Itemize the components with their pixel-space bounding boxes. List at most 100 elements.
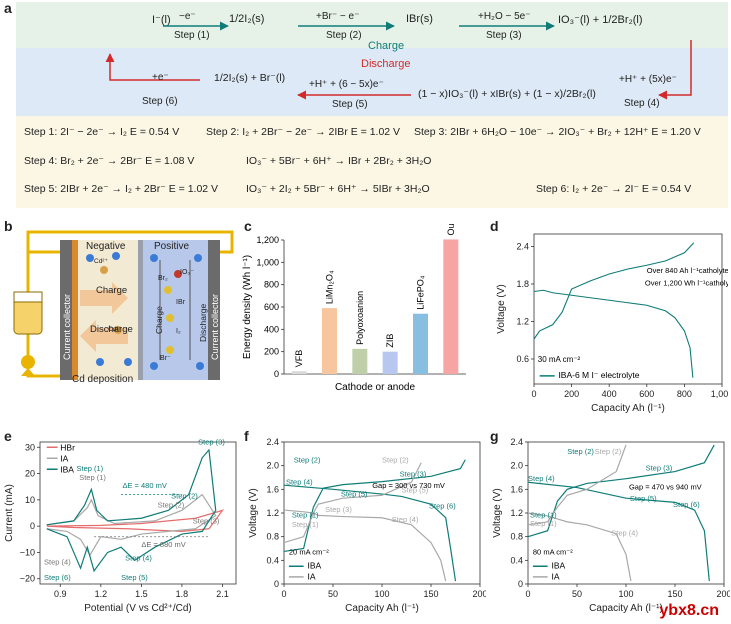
arrow3-top: +H₂O − 5e⁻: [478, 11, 531, 22]
y-tick-label: 0.8: [266, 532, 279, 542]
plot-frame: [533, 233, 723, 385]
series-IBA-discharge: [527, 481, 710, 582]
battery-schematic: [13, 230, 234, 380]
x-tick-label: 200: [472, 589, 486, 599]
annotation-step: Step (2): [595, 447, 622, 456]
annotation-step: Step (2): [158, 501, 185, 510]
legend-label-HBr: HBr: [60, 442, 75, 452]
legend-label-iba: IBA: [308, 561, 322, 571]
series-IBA-charge: [527, 444, 715, 538]
annotation-step: Step (2): [171, 492, 198, 501]
y-tick-label: 1.8: [516, 279, 529, 289]
species-ibr-b: IBr: [176, 299, 185, 306]
species-iodide: I⁻(l): [152, 14, 171, 26]
bar-label-5: Our work: [446, 224, 456, 235]
x-tick-label: 600: [639, 389, 654, 399]
annotation-gap: Gap = 300 vs 730 mV: [372, 481, 445, 490]
annotation-step: Step (1): [79, 473, 106, 482]
positive-label: Positive: [154, 241, 190, 252]
voltage-capacity-chart-d: 0 200 400 600 800 1,000 0.6 1.2 1.8 2.4 Capacity A…: [496, 233, 728, 414]
y-tick-label: 30: [25, 442, 35, 452]
series-IA-discharge: [527, 512, 632, 582]
annotation-step: Step (6): [44, 573, 71, 582]
species-br-b: Br⁻: [160, 355, 171, 362]
series-IA-discharge: [283, 509, 447, 582]
arrow4-step: Step (4): [624, 98, 660, 109]
annotation-step: Step (6): [429, 501, 456, 510]
y-tick-label: 1,200: [256, 235, 279, 245]
panel-c-label: c: [244, 218, 252, 234]
y-tick-label: 2.0: [510, 461, 523, 471]
energy-density-chart: 0 200 400 600 800 1,000 1,200 VFB LiMn₂O₄ Polyoxo…: [242, 224, 466, 393]
x-tick-label: 1.8: [176, 589, 189, 599]
bar-1: [322, 308, 337, 374]
arrow3-step: Step (3): [486, 30, 522, 41]
voltage-capacity-chart-f: 0 50 100 150 200 0 0.4 0.8 1.2 1.6 2.0 2.4 Capacity …: [248, 437, 486, 614]
annotation-step: Step (5): [341, 489, 368, 498]
y-tick-label: 0: [518, 579, 523, 589]
y-tick-label: 1,000: [256, 257, 279, 267]
annotation-step: Step (4): [44, 557, 71, 566]
y-tick-label: 1.2: [266, 508, 279, 518]
annotation-step: Step (2): [294, 456, 321, 465]
arrow6-top: +e⁻: [152, 72, 169, 83]
x-tick-label: 100: [374, 589, 389, 599]
y-tick-label: 1.6: [510, 484, 523, 494]
annotation-step: Step (3): [325, 505, 352, 514]
equation-step5b: IO₃⁻ + 2I₂ + 5Br⁻ + 6H⁺ → 5IBr + 3H₂O: [246, 183, 430, 195]
annotation-step: Step (1): [292, 520, 319, 529]
cd-deposition-label: Cd deposition: [72, 374, 134, 385]
bar-2: [352, 348, 368, 374]
equation-step4b: IO₃⁻ + 5Br⁻ + 6H⁺ → IBr + 2Br₂ + 3H₂O: [246, 155, 432, 167]
annotation-step: Step (1): [530, 511, 557, 520]
annotation-step: Step (4): [528, 474, 555, 483]
annotation-energy: Over 1,200 Wh l⁻¹catholyte: [645, 278, 728, 287]
x-tick-label: 100: [618, 589, 633, 599]
species-iodate: IO₃⁻(l) + 1/2Br₂(l): [558, 14, 643, 26]
annotation-step: Step (3): [193, 517, 220, 526]
cv-IA: [46, 493, 217, 557]
panel-a-arrows: [105, 21, 692, 100]
cv-IBA: [46, 448, 217, 573]
plot-frame: [39, 441, 237, 585]
equation-step4: Step 4: Br₂ + 2e⁻ → 2Br⁻ E = 1.08 V: [24, 155, 195, 167]
y-axis-label: Energy density (Wh l⁻¹): [242, 255, 253, 359]
panel-b: Current collector Current collector Nega…: [8, 230, 236, 390]
bar-label-0: VFB: [294, 350, 304, 368]
cv-HBr: [46, 509, 225, 533]
y-axis-label: Current (mA): [4, 484, 15, 542]
charge-label: Charge: [368, 40, 405, 52]
y-tick-label: 20: [25, 469, 35, 479]
arrow5-step: Step (5): [332, 99, 368, 110]
legend-label-ia: IA: [552, 571, 560, 581]
annotation-step: Step (1): [76, 464, 103, 473]
annotation-de-480: ΔE = 480 mV: [122, 481, 166, 490]
x-tick-label: 1.2: [95, 589, 108, 599]
y-tick-label: 0: [30, 521, 35, 531]
panel-f-label: f: [244, 428, 249, 444]
y-axis-label: Voltage (V): [248, 488, 259, 537]
equation-step1: Step 1: 2I⁻ − 2e⁻ → I₂ E = 0.54 V: [24, 126, 180, 138]
equation-step2: Step 2: I₂ + 2Br⁻ − 2e⁻ → 2IBr E = 1.02 …: [206, 126, 401, 138]
annotation-de-880: ΔE = 880 mV: [141, 540, 185, 549]
bar-0: [291, 371, 307, 374]
annotation-step: Step (2): [567, 447, 594, 456]
annotation-capacity: Over 840 Ah l⁻¹catholyte: [647, 266, 728, 275]
y-tick-label: 800: [264, 280, 279, 290]
y-tick-label: 0: [274, 579, 279, 589]
panel-g-label: g: [490, 428, 499, 444]
legend-label-ia: IA: [308, 571, 316, 581]
x-axis-label: Potential (V vs Cd²⁺/Cd): [84, 603, 192, 614]
annotation-step: Step (2): [382, 456, 409, 465]
panel-a: I⁻(l) 1/2I₂(s) IBr(s) IO₃⁻(l) + 1/2Br₂(l…: [16, 2, 728, 208]
annotation-step: Step (3): [646, 463, 673, 472]
equation-step5: Step 5: 2IBr + 2e⁻ → I₂ + 2Br⁻ E = 1.02 …: [24, 183, 219, 195]
discharge-label: Discharge: [361, 58, 411, 70]
x-tick-label: 50: [328, 589, 338, 599]
series-IA-charge: [283, 462, 422, 544]
x-axis-label: Cathode or anode: [335, 382, 416, 393]
arrow4-top: +H⁺ + (5x)e⁻: [619, 74, 677, 85]
x-tick-label: 150: [667, 589, 682, 599]
y-tick-label: 0.8: [510, 532, 523, 542]
species-br2-b: Br₂: [158, 275, 168, 282]
